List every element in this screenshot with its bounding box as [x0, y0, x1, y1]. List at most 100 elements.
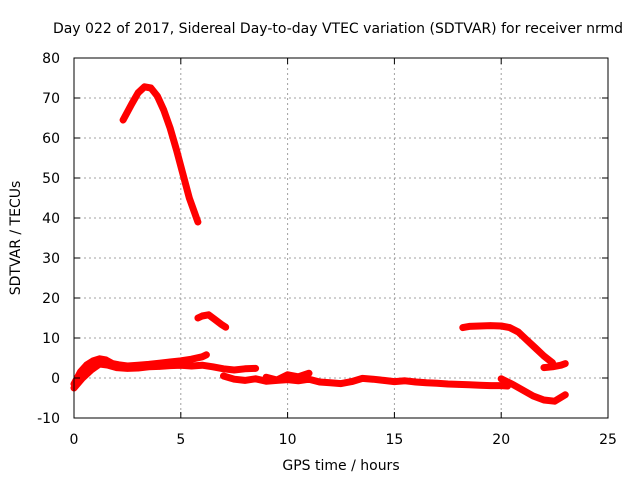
data-point	[96, 355, 103, 362]
data-point	[87, 366, 95, 374]
data-point	[433, 380, 441, 387]
data-point	[194, 218, 202, 226]
tick-marks	[73, 57, 609, 419]
data-point	[284, 371, 291, 378]
data-point	[487, 382, 494, 389]
data-point	[231, 366, 238, 374]
series-arc-high	[119, 83, 202, 226]
data-point	[327, 379, 334, 386]
data-point	[90, 357, 97, 364]
data-point	[211, 316, 219, 323]
data-point	[337, 380, 345, 387]
data-point	[466, 381, 473, 388]
data-point	[459, 324, 466, 331]
data-point	[147, 84, 155, 92]
data-point	[359, 375, 366, 382]
data-point	[540, 352, 548, 360]
data-point	[263, 374, 270, 381]
data-point	[134, 89, 142, 97]
data-point	[205, 311, 212, 318]
data-point	[173, 146, 180, 154]
y-tick-label: 10	[42, 331, 60, 347]
x-tick-label: 0	[70, 432, 79, 448]
x-tick-label: 5	[176, 432, 185, 448]
data-point	[199, 312, 206, 320]
data-point	[401, 377, 409, 384]
data-point	[380, 377, 387, 384]
data-point	[316, 378, 323, 386]
data-point	[412, 378, 419, 386]
data-point	[305, 370, 313, 377]
data-point	[515, 328, 522, 336]
x-tick-labels: 0 5 10 15 20 25	[70, 432, 617, 448]
data-point	[444, 380, 451, 388]
data-point	[209, 363, 216, 370]
y-tick-label: 20	[42, 291, 60, 307]
data-point	[551, 398, 558, 405]
data-point	[203, 351, 210, 358]
data-point	[220, 372, 227, 380]
data-point	[145, 363, 152, 370]
data-point	[231, 376, 238, 383]
data-point	[466, 323, 473, 330]
y-axis-label: SDTVAR / TECUs	[8, 181, 24, 296]
data-point	[177, 362, 184, 369]
data-point	[305, 376, 313, 383]
data-point	[523, 336, 530, 344]
data-point	[77, 368, 84, 376]
data-point	[79, 374, 86, 382]
data-point	[179, 170, 187, 178]
data-point	[423, 379, 430, 386]
data-point	[508, 380, 516, 388]
data-point	[141, 83, 148, 91]
y-tick-label: -10	[37, 411, 60, 427]
y-tick-label: 50	[42, 171, 60, 187]
data-point	[476, 382, 483, 389]
y-tick-label: 30	[42, 251, 60, 267]
y-tick-label: 80	[42, 51, 60, 67]
data-point	[540, 364, 548, 371]
data-point	[506, 324, 513, 331]
data-point	[252, 375, 259, 382]
data-point	[124, 365, 131, 372]
y-tick-label: 0	[51, 371, 60, 387]
data-point	[549, 363, 556, 370]
data-point	[391, 378, 398, 385]
data-point	[369, 376, 377, 383]
data-point	[134, 364, 142, 372]
data-point	[498, 322, 505, 330]
data-point	[113, 364, 120, 371]
data-point	[519, 386, 526, 394]
data-point	[348, 378, 355, 385]
data-point	[220, 365, 227, 372]
chart-title: Day 022 of 2017, Sidereal Day-to-day VTE…	[53, 21, 623, 37]
data-point	[188, 356, 195, 363]
data-point	[532, 344, 539, 352]
data-point	[273, 376, 281, 384]
data-point	[119, 116, 127, 124]
data-point	[154, 92, 161, 100]
data-point	[295, 373, 302, 380]
y-tick-label: 60	[42, 131, 60, 147]
y-tick-label: 70	[42, 91, 60, 107]
x-axis-label: GPS time / hours	[282, 458, 399, 474]
x-tick-label: 20	[492, 432, 510, 448]
data-point	[455, 381, 462, 388]
y-tick-labels: -10 0 10 20 30 40 50 60 70 80	[37, 51, 60, 427]
data-point	[160, 106, 167, 114]
data-point	[530, 392, 537, 400]
x-tick-label: 15	[385, 432, 403, 448]
data-point	[156, 363, 163, 370]
data-point	[540, 396, 548, 404]
data-point	[562, 360, 569, 367]
data-point	[96, 360, 103, 368]
data-point	[105, 362, 112, 369]
data-point	[498, 382, 505, 389]
data-point	[188, 362, 195, 370]
data-point	[241, 365, 249, 372]
data-series-group	[70, 83, 569, 405]
data-point	[166, 124, 174, 132]
data-point	[83, 361, 91, 368]
grid-lines	[74, 58, 608, 418]
